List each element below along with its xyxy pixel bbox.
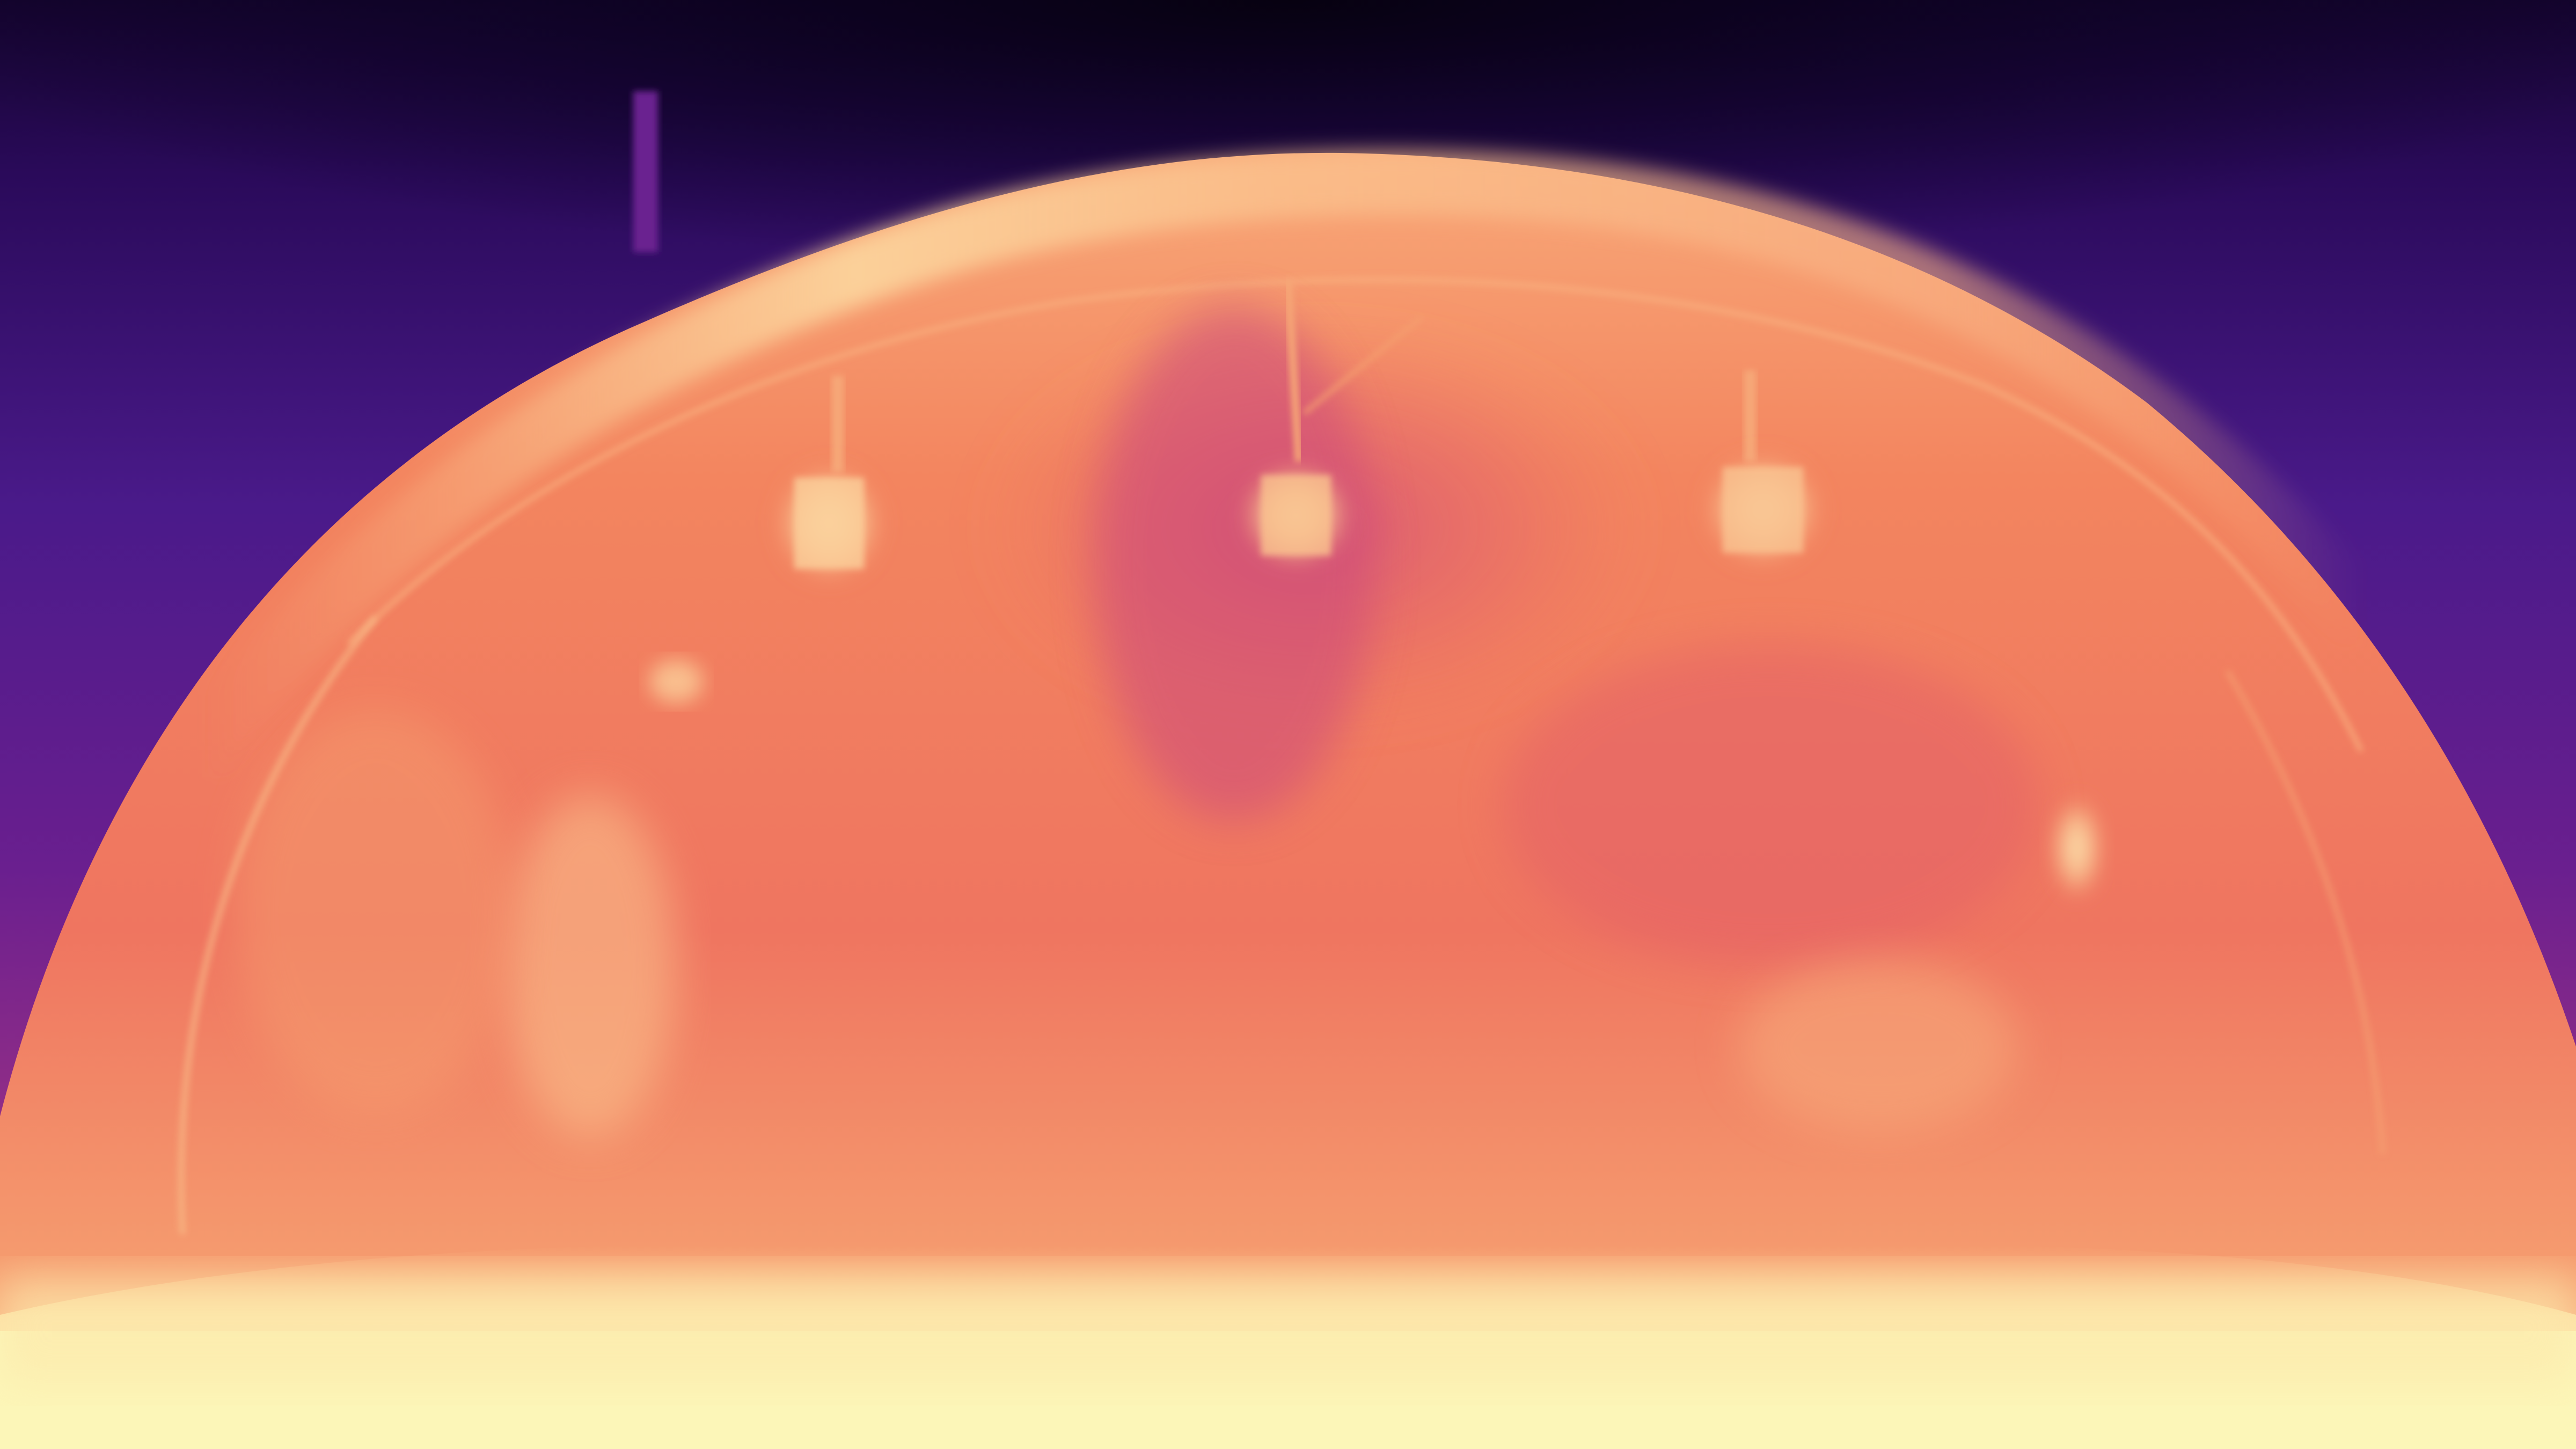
left-wall-edge (178, 615, 378, 1235)
left-pole (633, 91, 658, 252)
lamp-left-support (832, 376, 844, 472)
tunnel-lamp-lower-right (2050, 794, 2104, 902)
arch-rim-highlight (172, 150, 2394, 784)
lamp-right-support (1744, 370, 1756, 462)
small-light-left (649, 660, 703, 703)
left-wall-panel (236, 708, 515, 1116)
right-lower-patch (1739, 961, 2018, 1132)
right-wall-shade (1503, 644, 2039, 966)
left-wall-highlight (504, 794, 676, 1138)
tunnel-center-shadow (1095, 306, 1374, 821)
right-wall-edge (2224, 669, 2386, 1154)
tunnel-lamp-center (1240, 462, 1352, 569)
tunnel-lamp-left (773, 462, 885, 585)
arch-inner-line (347, 277, 2364, 753)
road-transition (0, 1277, 2576, 1385)
tunnel-lamp-right (1701, 451, 1825, 569)
center-cable-branch (1302, 314, 1424, 415)
center-cable (1284, 279, 1302, 462)
